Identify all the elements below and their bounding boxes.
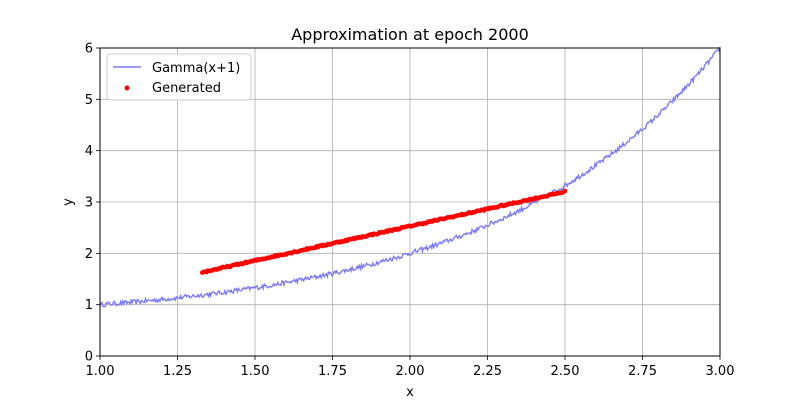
ticks: 1.00 1.25 1.50 1.75 2.00 2.25 2.50 2.75 3.00 0 1 2 3… — [85, 42, 735, 380]
x-tick-label: 1.00 — [86, 364, 115, 379]
y-tick-label: 4 — [85, 144, 93, 159]
x-tick-label: 2.75 — [628, 364, 657, 379]
y-axis-label: y — [61, 198, 76, 206]
y-tick-label: 6 — [85, 42, 93, 57]
x-tick-label: 2.00 — [396, 364, 425, 379]
y-tick-label: 1 — [85, 298, 93, 313]
x-tick-label: 2.50 — [551, 364, 580, 379]
x-tick-label: 3.00 — [706, 364, 735, 379]
series-layer — [99, 46, 721, 308]
legend: Gamma(x+1) Generated — [106, 53, 252, 101]
chart-title: Approximation at epoch 2000 — [291, 25, 529, 44]
gamma-line — [99, 46, 721, 308]
y-tick-label: 2 — [85, 247, 93, 262]
x-tick-label: 1.25 — [163, 364, 192, 379]
x-tick-label: 1.50 — [241, 364, 270, 379]
generated-point — [562, 188, 568, 194]
y-tick-label: 5 — [85, 93, 93, 108]
legend-box — [106, 53, 252, 101]
generated-scatter — [200, 188, 568, 275]
x-tick-label: 1.75 — [318, 364, 347, 379]
legend-swatch-dot — [124, 85, 130, 91]
y-tick-label: 0 — [85, 350, 93, 365]
x-axis-label: x — [406, 385, 414, 400]
legend-label-gamma: Gamma(x+1) — [152, 61, 240, 76]
legend-label-generated: Generated — [152, 81, 221, 96]
y-tick-label: 3 — [85, 196, 93, 211]
x-tick-label: 2.25 — [473, 364, 502, 379]
